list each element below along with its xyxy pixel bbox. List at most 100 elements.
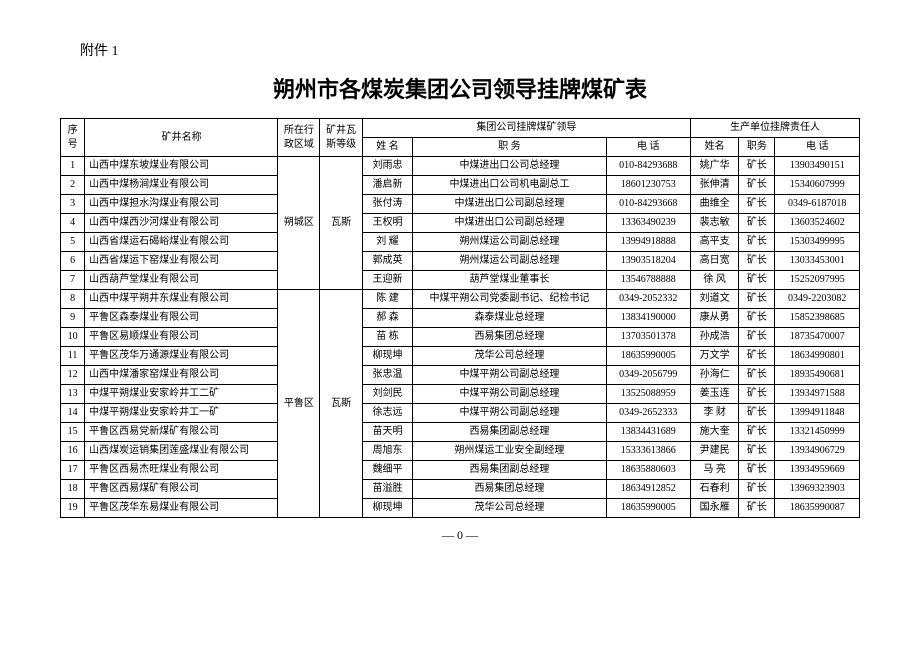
cell-pname: 刘道文 — [690, 290, 738, 309]
cell-gtel: 13546788888 — [606, 271, 690, 290]
cell-gtel: 13834431689 — [606, 423, 690, 442]
cell-gtel: 18635880603 — [606, 461, 690, 480]
cell-pname: 高日宽 — [690, 252, 738, 271]
cell-mine: 山西中煤西沙河煤业有限公司 — [85, 214, 278, 233]
cell-gtel: 13994918888 — [606, 233, 690, 252]
cell-mine: 山西省煤运下窑煤业有限公司 — [85, 252, 278, 271]
cell-ppos: 矿长 — [739, 461, 775, 480]
cell-mine: 平鲁区森泰煤业有限公司 — [85, 309, 278, 328]
cell-gpos: 西易集团总经理 — [413, 480, 606, 499]
cell-mine: 山西中煤杨涧煤业有限公司 — [85, 176, 278, 195]
cell-seq: 13 — [61, 385, 85, 404]
cell-mine: 山西中煤东坡煤业有限公司 — [85, 157, 278, 176]
table-row: 2山西中煤杨涧煤业有限公司潘启新中煤进出口公司机电副总工18601230753张… — [61, 176, 860, 195]
mining-table: 序号 矿井名称 所在行政区域 矿井瓦斯等级 集团公司挂牌煤矿领导 生产单位挂牌责… — [60, 118, 860, 518]
cell-ptel: 18935490681 — [775, 366, 860, 385]
cell-pname: 裴志敏 — [690, 214, 738, 233]
cell-gpos: 中煤进出口公司副总经理 — [413, 214, 606, 233]
cell-mine: 平鲁区西易党新煤矿有限公司 — [85, 423, 278, 442]
cell-seq: 5 — [61, 233, 85, 252]
cell-gpos: 茂华公司总经理 — [413, 347, 606, 366]
cell-ppos: 矿长 — [739, 176, 775, 195]
table-row: 16山西煤炭运销集团莲盛煤业有限公司周旭东朔州煤运工业安全副经理15333613… — [61, 442, 860, 461]
cell-ppos: 矿长 — [739, 290, 775, 309]
cell-gtel: 010-84293688 — [606, 157, 690, 176]
cell-gname: 郭成英 — [362, 252, 413, 271]
cell-ppos: 矿长 — [739, 347, 775, 366]
cell-gpos: 朔州煤运工业安全副经理 — [413, 442, 606, 461]
table-row: 15平鲁区西易党新煤矿有限公司苗天明西易集团副总经理13834431689施大奎… — [61, 423, 860, 442]
cell-gname: 张忠温 — [362, 366, 413, 385]
cell-gpos: 中煤进出口公司副总经理 — [413, 195, 606, 214]
cell-mine: 平鲁区西易煤矿有限公司 — [85, 480, 278, 499]
cell-mine: 山西中煤担水沟煤业有限公司 — [85, 195, 278, 214]
cell-gname: 魏细平 — [362, 461, 413, 480]
cell-gtel: 13703501378 — [606, 328, 690, 347]
cell-gpos: 西易集团副总经理 — [413, 423, 606, 442]
cell-pname: 万文学 — [690, 347, 738, 366]
cell-ppos: 矿长 — [739, 366, 775, 385]
attachment-label: 附件 1 — [60, 40, 860, 60]
cell-pname: 张伸清 — [690, 176, 738, 195]
cell-gtel: 18635990005 — [606, 499, 690, 518]
cell-gtel: 13903518204 — [606, 252, 690, 271]
cell-ppos: 矿长 — [739, 233, 775, 252]
cell-gtel: 18635990005 — [606, 347, 690, 366]
cell-seq: 7 — [61, 271, 85, 290]
cell-gpos: 中煤平朔公司副总经理 — [413, 404, 606, 423]
cell-ppos: 矿长 — [739, 214, 775, 233]
cell-pname: 施大奎 — [690, 423, 738, 442]
cell-gname: 张付涛 — [362, 195, 413, 214]
cell-gname: 王权明 — [362, 214, 413, 233]
cell-ptel: 15340607999 — [775, 176, 860, 195]
cell-pname: 李 财 — [690, 404, 738, 423]
th-gtel: 电 话 — [606, 138, 690, 157]
cell-mine: 平鲁区西易杰旺煤业有限公司 — [85, 461, 278, 480]
cell-gpos: 西易集团副总经理 — [413, 461, 606, 480]
cell-ppos: 矿长 — [739, 271, 775, 290]
cell-seq: 2 — [61, 176, 85, 195]
cell-gpos: 中煤进出口公司机电副总工 — [413, 176, 606, 195]
cell-ppos: 矿长 — [739, 423, 775, 442]
cell-pname: 石春利 — [690, 480, 738, 499]
cell-gtel: 0349-2052332 — [606, 290, 690, 309]
th-mine: 矿井名称 — [85, 119, 278, 157]
cell-gpos: 朔州煤运公司副总经理 — [413, 233, 606, 252]
th-seq: 序号 — [61, 119, 85, 157]
cell-seq: 1 — [61, 157, 85, 176]
cell-gpos: 葫芦堂煤业董事长 — [413, 271, 606, 290]
cell-pname: 国永雁 — [690, 499, 738, 518]
cell-ptel: 15303499995 — [775, 233, 860, 252]
cell-ptel: 13934959669 — [775, 461, 860, 480]
cell-gtel: 18634912852 — [606, 480, 690, 499]
table-row: 3山西中煤担水沟煤业有限公司张付涛中煤进出口公司副总经理010-84293668… — [61, 195, 860, 214]
cell-ppos: 矿长 — [739, 328, 775, 347]
cell-gtel: 13834190000 — [606, 309, 690, 328]
cell-gname: 刘雨忠 — [362, 157, 413, 176]
cell-region: 平鲁区 — [278, 290, 320, 518]
table-row: 9平鲁区森泰煤业有限公司郝 森森泰煤业总经理13834190000康从勇矿长15… — [61, 309, 860, 328]
cell-gname: 苗 栋 — [362, 328, 413, 347]
table-row: 14中煤平朔煤业安家岭井工一矿徐志远中煤平朔公司副总经理0349-2652333… — [61, 404, 860, 423]
cell-ppos: 矿长 — [739, 404, 775, 423]
cell-ppos: 矿长 — [739, 157, 775, 176]
cell-mine: 中煤平朔煤业安家岭井工二矿 — [85, 385, 278, 404]
th-prod-leader: 生产单位挂牌责任人 — [690, 119, 859, 138]
cell-gname: 王迎新 — [362, 271, 413, 290]
th-gas: 矿井瓦斯等级 — [320, 119, 362, 157]
cell-ptel: 13969323903 — [775, 480, 860, 499]
cell-pname: 姜玉连 — [690, 385, 738, 404]
cell-seq: 12 — [61, 366, 85, 385]
cell-gas: 瓦斯 — [320, 290, 362, 518]
cell-mine: 山西煤炭运销集团莲盛煤业有限公司 — [85, 442, 278, 461]
cell-mine: 山西葫芦堂煤业有限公司 — [85, 271, 278, 290]
cell-ptel: 13934971588 — [775, 385, 860, 404]
cell-gname: 徐志远 — [362, 404, 413, 423]
table-row: 10平鲁区易顺煤业有限公司苗 栋西易集团总经理13703501378孙成浩矿长1… — [61, 328, 860, 347]
cell-gname: 柳现坤 — [362, 347, 413, 366]
cell-seq: 11 — [61, 347, 85, 366]
cell-gtel: 0349-2652333 — [606, 404, 690, 423]
table-row: 17平鲁区西易杰旺煤业有限公司魏细平西易集团副总经理18635880603马 亮… — [61, 461, 860, 480]
cell-ppos: 矿长 — [739, 195, 775, 214]
cell-gname: 苗天明 — [362, 423, 413, 442]
